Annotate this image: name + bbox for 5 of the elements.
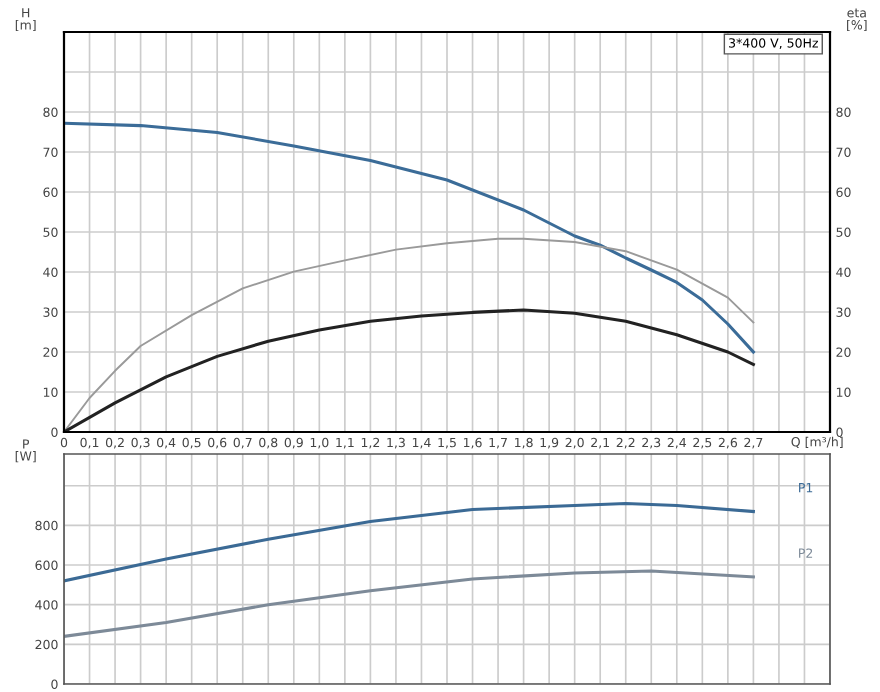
line-series — [64, 502, 755, 583]
line-series — [64, 237, 755, 432]
line-series — [64, 308, 755, 432]
line-series — [64, 569, 755, 638]
line-series — [64, 121, 755, 354]
